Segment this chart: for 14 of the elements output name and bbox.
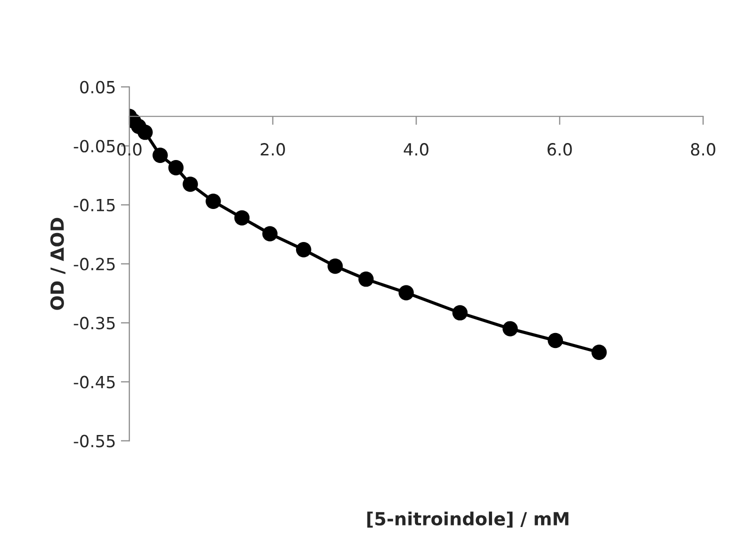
y-tick-label: -0.45 [74,376,115,388]
x-tick-label: 0.0 [117,143,142,156]
x-tick-label: 8.0 [691,143,716,156]
x-tick-label: 6.0 [548,143,572,156]
x-axis-title: [5-nitroindole] / mM [367,512,568,528]
y-tick-label: -0.25 [74,258,115,270]
y-axis-title: OD / ΔOD [50,218,66,310]
y-tick-label: -0.15 [74,198,115,212]
y-tick-label: -0.35 [74,316,115,330]
x-tick-label: 4.0 [404,143,428,156]
y-tick-label: 0.05 [80,80,115,94]
y-tick-label: -0.55 [74,434,115,448]
y-tick-label: -0.05 [74,140,115,152]
x-tick-label: 2.0 [260,143,285,156]
